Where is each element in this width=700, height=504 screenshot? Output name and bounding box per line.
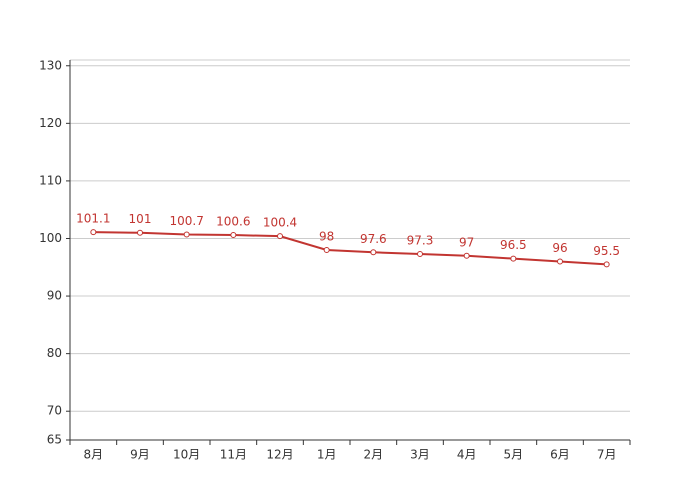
value-label: 97.3 [407,234,434,248]
point [417,251,423,258]
point [137,229,143,236]
value-label: 100.4 [263,216,297,230]
y-tick-label: 100 [39,231,62,245]
value-label: 101 [129,212,152,226]
x-tick-label: 6月 [550,448,570,462]
x-tick-label: 1月 [317,448,337,462]
x-tick-label: 5月 [504,448,524,462]
x-tick-label: 2月 [364,448,384,462]
y-tick-label: 110 [39,173,62,187]
point [557,258,563,265]
value-label: 98 [319,230,334,244]
point [370,249,377,256]
value-label: 100.7 [169,214,203,228]
point [510,255,517,262]
value-label: 100.6 [216,215,250,229]
x-tick-label: 7月 [597,448,617,462]
y-tick-label: 120 [39,116,62,130]
point [463,252,470,259]
y-tick-label: 90 [47,289,62,303]
x-tick-label: 8月 [84,448,104,462]
line [93,231,607,266]
value-label: 101.1 [76,212,110,226]
value-label: 97 [459,235,474,249]
point [323,247,330,253]
point [277,233,283,240]
y-tick-label: 80 [47,346,62,360]
point [90,229,97,236]
point [183,231,190,238]
value-label: 97.6 [360,232,387,246]
x-tick-label: 9月 [130,448,150,462]
x-tick-label: 11月 [220,448,247,462]
point [230,232,237,239]
y-tick-label: 70 [47,404,62,418]
y-tick-label: 130 [39,58,62,72]
value-label: 96.5 [500,238,527,252]
x-tick-label: 10月 [173,448,200,462]
x-tick-label: 3月 [410,448,430,462]
point [603,261,610,268]
value-label: 95.5 [593,244,620,258]
x-tick-label: 4月 [457,448,477,462]
value-label: 96 [552,241,567,255]
x-tick-label: 12月 [266,448,293,462]
y-tick-label: 65 [47,433,62,447]
